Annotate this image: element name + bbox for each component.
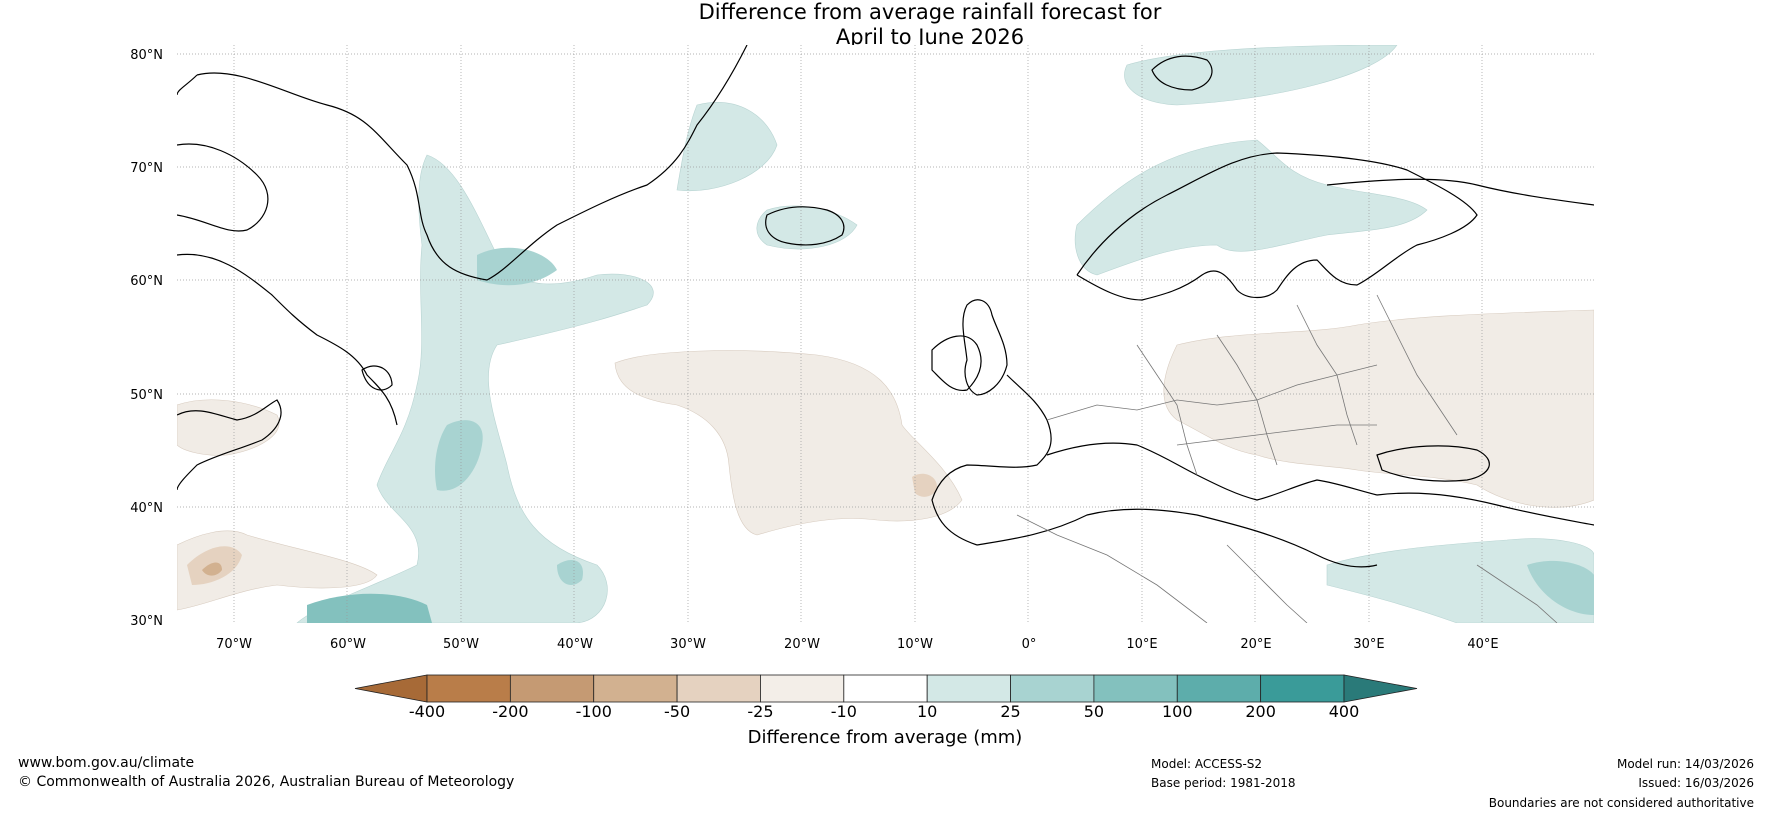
- coastline-russia-north: [1326, 178, 1594, 206]
- coastline-baffin: [177, 143, 269, 232]
- wet-region-greenland-east: [676, 102, 778, 192]
- colorbar-segment: [760, 674, 845, 703]
- lat-label-50n: 50°N: [130, 388, 163, 403]
- border-7: [1016, 514, 1208, 623]
- lon-label-30e: 30°E: [1353, 637, 1385, 652]
- wet-region-east-med: [1326, 538, 1594, 623]
- coastline-europe-west: [931, 374, 1052, 546]
- colorbar-segment: [1260, 674, 1345, 703]
- colorbar-segment: [593, 674, 678, 703]
- colorbar-tick-label: -50: [664, 702, 691, 721]
- coastline-greenland-north: [177, 74, 198, 96]
- wet-region-scandinavia: [1074, 139, 1428, 276]
- dry-region-iberia-core: [912, 473, 937, 497]
- border-9: [1476, 564, 1558, 623]
- colorbar-tick-label: -100: [575, 702, 612, 721]
- border-1: [1046, 364, 1378, 421]
- colorbar-tick-label: 100: [1161, 702, 1193, 721]
- dry-region-europe: [1163, 309, 1594, 508]
- dry-region-subtropical-center: [202, 562, 222, 576]
- colorbar-segment: [843, 674, 928, 703]
- dry-region-north-america: [177, 399, 280, 456]
- map-title-line1: Difference from average rainfall forecas…: [698, 0, 1162, 24]
- footer-model-run: Model run: 14/03/2026: [1616, 757, 1754, 771]
- lat-label-80n: 80°N: [130, 48, 163, 63]
- lon-label-10e: 10°E: [1126, 637, 1158, 652]
- coastline-greenland: [196, 45, 748, 281]
- dry-region-atlantic: [614, 350, 963, 536]
- coastline-mediterranean-north: [1046, 442, 1378, 501]
- coastline-labrador: [177, 253, 398, 426]
- lat-label-70n: 70°N: [130, 161, 163, 176]
- coastline-scandinavia: [1076, 152, 1478, 301]
- forecast-map: [177, 45, 1594, 623]
- colorbar-tick-label: -25: [747, 702, 774, 721]
- lon-label-60w: 60°W: [330, 637, 366, 652]
- coastline-svalbard: [1151, 55, 1213, 91]
- coastline-turkey: [1376, 492, 1594, 526]
- colorbar-tick-label: 50: [1083, 702, 1105, 721]
- map-canvas: [177, 45, 1594, 623]
- dry-anomaly-regions: [177, 309, 1594, 611]
- colorbar-tick-label: 25: [1000, 702, 1021, 721]
- colorbar-segment: [1093, 674, 1178, 703]
- wet-region-atlantic-2: [557, 560, 583, 585]
- wet-region-labrador-core: [477, 247, 557, 286]
- colorbar-label: Difference from average (mm): [747, 727, 1023, 748]
- lon-label-40w: 40°W: [557, 637, 593, 652]
- coastline-british-isles: [931, 335, 982, 392]
- lon-label-50w: 50°W: [443, 637, 479, 652]
- lon-label-10w: 10°W: [897, 637, 933, 652]
- colorbar-segment: [426, 674, 511, 703]
- colorbar-segment: [509, 674, 595, 703]
- lon-label-40e: 40°E: [1467, 637, 1499, 652]
- footer-website[interactable]: www.bom.gov.au/climate: [18, 755, 195, 771]
- wet-anomaly-regions: [296, 45, 1594, 623]
- coastline-black-sea: [1376, 445, 1490, 482]
- lon-label-20w: 20°W: [784, 637, 820, 652]
- wet-region-atlantic-1: [435, 420, 483, 491]
- colorbar-tick-label: 10: [916, 702, 938, 721]
- lon-label-30w: 30°W: [670, 637, 706, 652]
- map-title: Difference from average rainfall forecas…: [0, 0, 1770, 50]
- lon-label-20e: 20°E: [1240, 637, 1272, 652]
- colorbar-tick-label: -10: [830, 702, 857, 721]
- colorbar-tick-label: -200: [492, 702, 529, 721]
- wet-region-labrador-sea: [296, 154, 654, 623]
- border-2: [1136, 344, 1198, 476]
- colorbar-segment: [1176, 674, 1262, 703]
- colorbar-segment: [1010, 674, 1095, 703]
- coastline-iceland: [765, 206, 845, 246]
- lat-label-40n: 40°N: [130, 501, 163, 516]
- border-8: [1226, 544, 1308, 623]
- border-6: [1176, 424, 1377, 446]
- footer-model: Model: ACCESS-S2: [1151, 757, 1263, 771]
- colorbar-arrow-low: [354, 674, 428, 703]
- footer-copyright: © Commonwealth of Australia 2026, Austra…: [18, 774, 515, 790]
- lat-label-30n: 30°N: [130, 614, 163, 629]
- wet-region-east-med-core: [1527, 560, 1594, 615]
- colorbar-tick-label: 200: [1245, 702, 1276, 721]
- lon-label-70w: 70°W: [216, 637, 252, 652]
- footer-disclaimer: Boundaries are not considered authoritat…: [1488, 796, 1754, 810]
- country-borders: [1016, 294, 1558, 623]
- coastline-great-britain: [962, 299, 1008, 396]
- colorbar-arrow-high: [1343, 674, 1418, 703]
- border-3: [1216, 334, 1278, 466]
- colorbar-segment: [926, 674, 1011, 703]
- coastlines: [177, 45, 1594, 568]
- footer-issued: Issued: 16/03/2026: [1638, 776, 1754, 790]
- graticule: [177, 45, 1594, 623]
- footer-base-period: Base period: 1981-2018: [1151, 776, 1296, 790]
- wet-region-south-deep: [307, 593, 432, 623]
- coastline-north-america: [177, 399, 282, 491]
- colorbar-tick-label: -400: [408, 702, 446, 721]
- lon-label-0: 0°: [1021, 637, 1037, 652]
- colorbar-segment: [676, 674, 761, 703]
- border-5: [1376, 294, 1458, 436]
- colorbar-segments: [354, 674, 1418, 703]
- colorbar-tick-label: 400: [1328, 702, 1360, 721]
- lat-label-60n: 60°N: [130, 274, 163, 289]
- coastline-newfoundland: [361, 365, 393, 391]
